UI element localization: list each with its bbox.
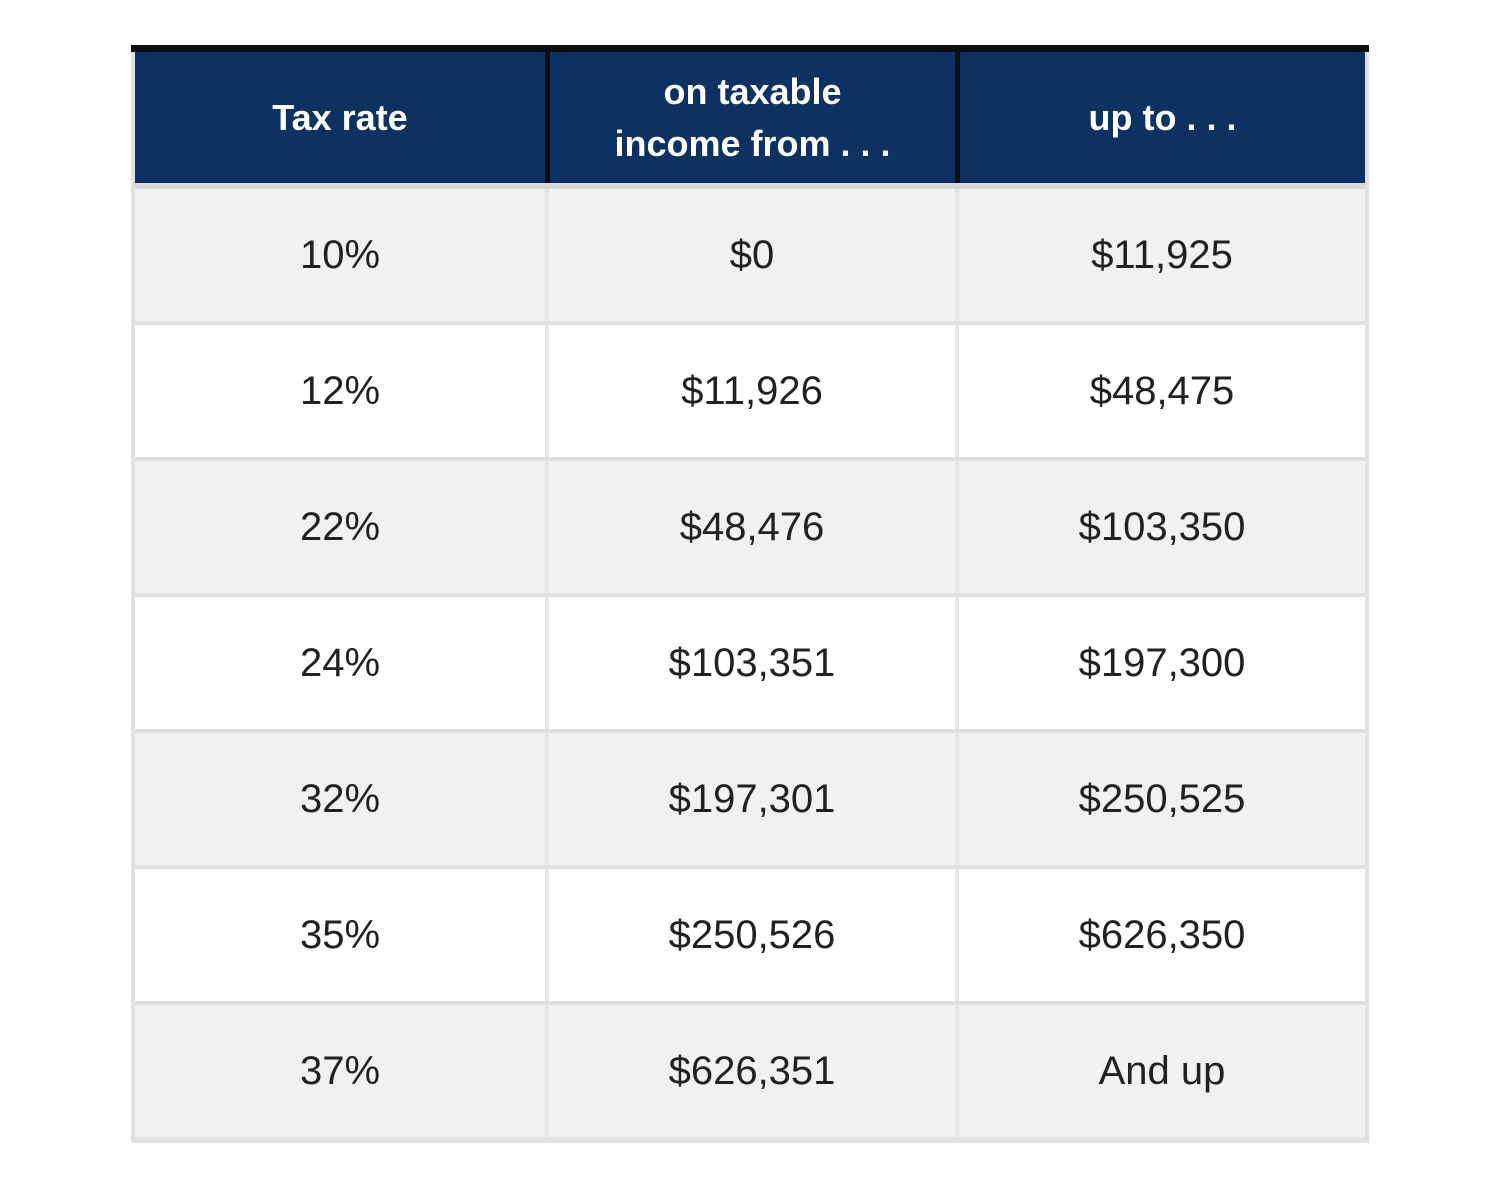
income-from-value: $197,301 (668, 776, 836, 821)
table-row: 24% $103,351 $197,300 (135, 593, 1365, 729)
income-from-value: $103,351 (668, 640, 836, 685)
table-header-row: Tax rate on taxable income from . . . up… (135, 52, 1365, 189)
income-from-value: $11,926 (681, 368, 823, 413)
tax-rate-cell: 12% (135, 325, 545, 457)
table-top-border (131, 45, 1369, 52)
tax-bracket-table: Tax rate on taxable income from . . . up… (131, 45, 1369, 1143)
tax-rate-cell: 10% (135, 189, 545, 321)
table-row: 35% $250,526 $626,350 (135, 865, 1365, 1001)
tax-rate-value: 32% (299, 776, 381, 821)
up-to-value: $48,475 (1089, 368, 1235, 413)
income-from-cell: $11,926 (545, 325, 955, 457)
up-to-value: And up (1098, 1048, 1226, 1093)
table-row: 10% $0 $11,925 (135, 189, 1365, 321)
income-from-cell: $0 (545, 189, 955, 321)
header-income-from: on taxable income from . . . (545, 52, 955, 183)
up-to-cell: $197,300 (955, 597, 1365, 729)
header-up-to: up to . . . (955, 52, 1365, 183)
income-from-value: $0 (729, 232, 775, 277)
income-from-cell: $626,351 (545, 1005, 955, 1137)
up-to-value: $626,350 (1078, 912, 1246, 957)
header-income-from-label: on taxable income from . . . (614, 70, 891, 164)
tax-rate-value: 37% (299, 1048, 381, 1093)
up-to-cell: $103,350 (955, 461, 1365, 593)
table-frame: Tax rate on taxable income from . . . up… (131, 52, 1369, 1143)
table-body: 10% $0 $11,925 12% $11,926 $48,475 22% $… (135, 189, 1365, 1137)
tax-rate-value: 12% (299, 368, 381, 413)
tax-rate-cell: 32% (135, 733, 545, 865)
tax-rate-value: 22% (299, 504, 381, 549)
income-from-cell: $250,526 (545, 869, 955, 1001)
tax-rate-cell: 37% (135, 1005, 545, 1137)
header-up-to-label: up to . . . (1088, 96, 1237, 138)
up-to-cell: And up (955, 1005, 1365, 1137)
header-tax-rate-label: Tax rate (272, 96, 408, 138)
up-to-value: $103,350 (1078, 504, 1246, 549)
up-to-cell: $250,525 (955, 733, 1365, 865)
income-from-cell: $48,476 (545, 461, 955, 593)
income-from-cell: $103,351 (545, 597, 955, 729)
table-row: 37% $626,351 And up (135, 1001, 1365, 1137)
income-from-value: $48,476 (679, 504, 825, 549)
tax-rate-value: 24% (299, 640, 381, 685)
income-from-value: $250,526 (668, 912, 836, 957)
up-to-value: $250,525 (1078, 776, 1246, 821)
up-to-value: $11,925 (1091, 232, 1233, 277)
tax-rate-cell: 22% (135, 461, 545, 593)
up-to-cell: $48,475 (955, 325, 1365, 457)
tax-rate-value: 10% (299, 232, 381, 277)
up-to-value: $197,300 (1078, 640, 1246, 685)
up-to-cell: $626,350 (955, 869, 1365, 1001)
income-from-value: $626,351 (668, 1048, 836, 1093)
up-to-cell: $11,925 (955, 189, 1365, 321)
tax-rate-value: 35% (299, 912, 381, 957)
income-from-cell: $197,301 (545, 733, 955, 865)
tax-rate-cell: 35% (135, 869, 545, 1001)
header-tax-rate: Tax rate (135, 52, 545, 183)
tax-rate-cell: 24% (135, 597, 545, 729)
table-row: 12% $11,926 $48,475 (135, 321, 1365, 457)
table-row: 22% $48,476 $103,350 (135, 457, 1365, 593)
table-row: 32% $197,301 $250,525 (135, 729, 1365, 865)
